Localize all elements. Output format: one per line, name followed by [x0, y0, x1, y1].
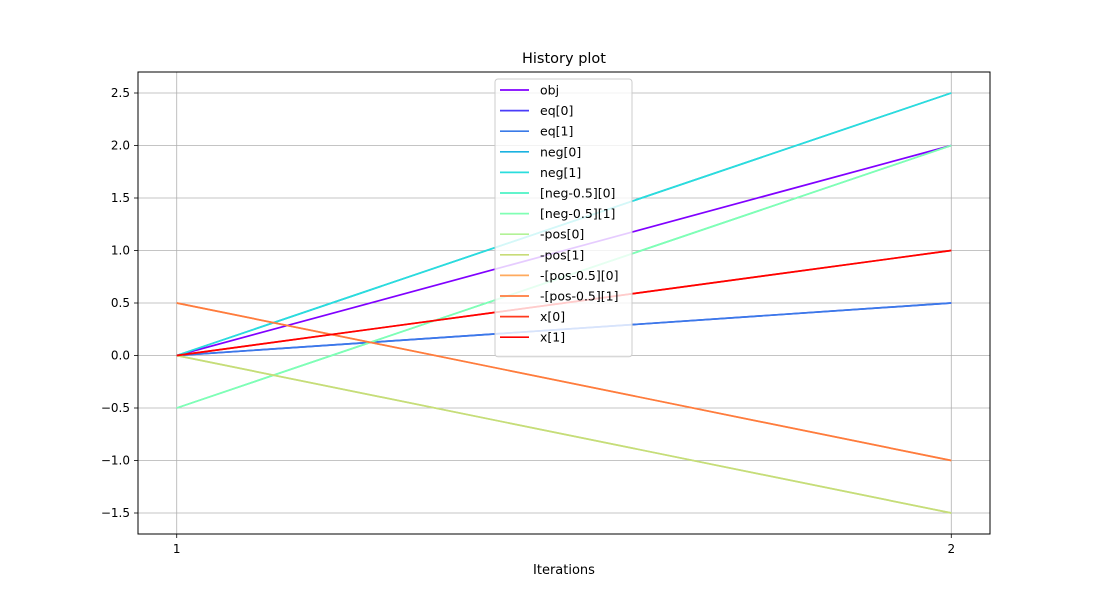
legend-entry-label: eq[1]: [540, 124, 573, 139]
series-line-8: [176, 354, 952, 514]
legend-entry-label: -pos[1]: [540, 247, 584, 262]
legend-entry-label: -[pos-0.5][0]: [540, 268, 618, 283]
legend-entry-label: [neg-0.5][1]: [540, 206, 615, 221]
chart-title: History plot: [522, 51, 606, 67]
legend-entry-label: eq[0]: [540, 103, 573, 118]
y-tick-label: 1.0: [111, 244, 130, 258]
legend-entry-label: x[1]: [540, 330, 565, 345]
legend-entry-label: [neg-0.5][0]: [540, 186, 615, 201]
y-tick-label: 1.5: [111, 191, 130, 205]
y-tick-label: 0.5: [111, 296, 130, 310]
y-tick-label: −1.0: [101, 454, 130, 468]
legend-entry-label: neg[0]: [540, 144, 581, 159]
x-axis-label: Iterations: [533, 563, 595, 578]
legend-entry-label: x[0]: [540, 309, 565, 324]
y-tick-label: −1.5: [101, 506, 130, 520]
legend-entry-label: -[pos-0.5][1]: [540, 289, 618, 304]
axis-ticks: −1.5 −1.0 −0.5 0.0 0.5 1.0 1.5 2.0 2.5 1 2: [101, 86, 955, 556]
y-tick-label: 0.0: [111, 349, 130, 363]
legend-entry-label: obj: [540, 83, 559, 98]
x-tick-label: 2: [947, 542, 955, 556]
series-line-10: [176, 302, 952, 462]
legend: obj eq[0] eq[1] neg[0] neg[1] [neg-0.5][0] [ne…: [494, 78, 633, 358]
legend-box: [494, 78, 633, 358]
legend-entry-label: -pos[0]: [540, 227, 584, 242]
y-tick-label: 2.5: [111, 86, 130, 100]
y-tick-label: 2.0: [111, 139, 130, 153]
legend-entry-label: neg[1]: [540, 165, 581, 180]
x-tick-label: 1: [173, 542, 181, 556]
y-tick-label: −0.5: [101, 401, 130, 415]
